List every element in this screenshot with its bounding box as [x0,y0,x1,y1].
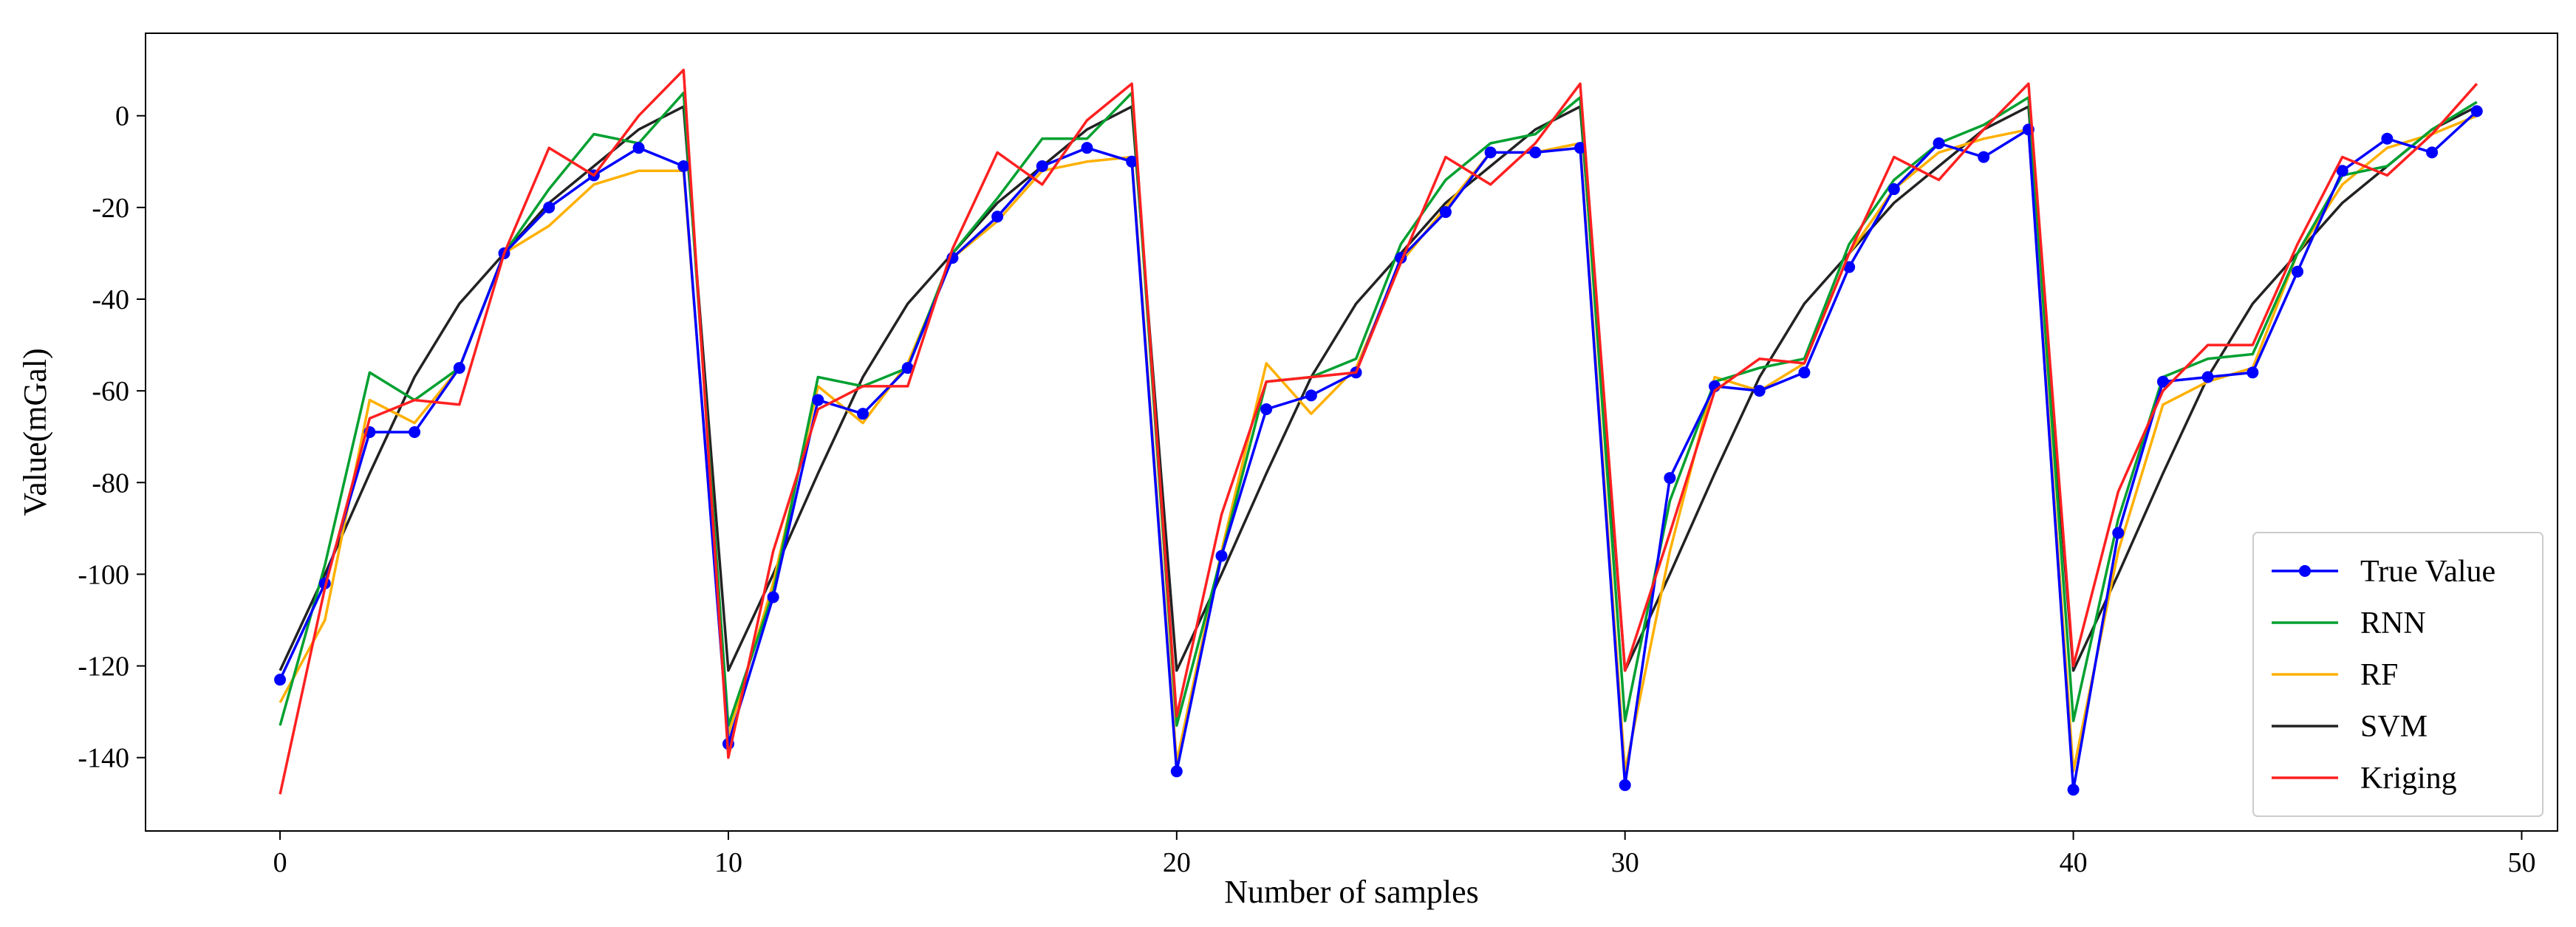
x-tick-label: 50 [2507,847,2535,878]
y-tick-label: -100 [78,559,129,590]
data-point [991,211,1004,223]
y-tick-label: -40 [92,284,129,315]
data-point [1887,183,1900,196]
data-point [632,142,645,154]
data-point [1170,765,1183,778]
data-point [901,362,914,374]
data-point [2067,784,2080,796]
data-point [2201,371,2214,383]
legend-item: True Value [2272,555,2495,589]
data-point [1260,403,1273,415]
series-rnn [279,91,2478,727]
data-point [2470,105,2483,117]
series-kriging [279,68,2478,795]
data-point [2336,165,2348,177]
series-line [279,105,2478,672]
legend-label: SVM [2360,710,2428,744]
series-layer [274,68,2483,796]
data-point [1126,155,1138,168]
data-point [543,201,556,213]
data-point [2381,132,2394,145]
data-point [1036,160,1048,172]
legend-item: RF [2272,658,2398,692]
x-axis: 0 10 20 30 40 50 [273,831,2535,878]
y-tick-label: 0 [115,101,129,132]
series-rf [279,114,2478,773]
y-tick-label: -80 [92,468,129,499]
legend-label: Kriging [2360,762,2457,796]
legend-label: True Value [2360,555,2495,589]
data-point [812,394,824,406]
data-point [1798,366,1811,379]
data-point [1619,779,1631,791]
data-point [767,591,779,603]
data-point [1933,137,1945,149]
legend-marker [2299,565,2311,577]
data-point [1574,142,1587,154]
x-axis-label: Number of samples [1224,874,1479,910]
data-point [1529,146,1542,159]
series-line [279,91,2478,727]
data-point [453,362,465,374]
x-tick-label: 10 [714,847,742,878]
series-true-value [274,105,2483,796]
data-point [1978,151,1990,163]
plot-frame [145,33,2558,832]
data-point [2426,146,2439,159]
series-line [279,110,2478,791]
data-point [274,674,287,686]
y-tick-label: -140 [78,743,129,774]
legend-item: Kriging [2272,762,2457,796]
data-point [1484,146,1497,159]
data-point [1664,472,1676,485]
data-point [409,426,421,438]
y-tick-label: -60 [92,376,129,407]
legend-item: RNN [2272,606,2426,640]
data-point [2292,265,2304,278]
data-point [1081,142,1093,154]
data-point [2112,527,2125,539]
data-point [857,408,870,420]
y-axis: 0 -20 -40 -60 -80 -100 -120 -140 [78,101,146,774]
legend: True Value RNN RF SVM Kriging [2252,532,2543,817]
legend-label: RNN [2360,606,2426,640]
x-tick-label: 20 [1163,847,1191,878]
x-tick-label: 30 [1611,847,1639,878]
data-point [1305,389,1317,402]
data-point [677,160,690,172]
y-tick-label: -20 [92,193,129,224]
x-tick-label: 0 [273,847,287,878]
data-point [2247,366,2259,379]
data-point [1753,385,1766,397]
series-line [279,114,2478,773]
y-tick-label: -120 [78,651,129,683]
series-line [279,68,2478,795]
legend-item: SVM [2272,710,2428,744]
data-point [1215,550,1228,562]
x-tick-label: 40 [2060,847,2088,878]
legend-label: RF [2360,658,2398,692]
series-svm [279,105,2478,672]
y-axis-label: Value(mGal) [17,348,53,516]
data-point [1843,261,1856,273]
data-point [2156,375,2169,388]
legend-box [2252,532,2543,817]
data-point [1439,206,1452,219]
